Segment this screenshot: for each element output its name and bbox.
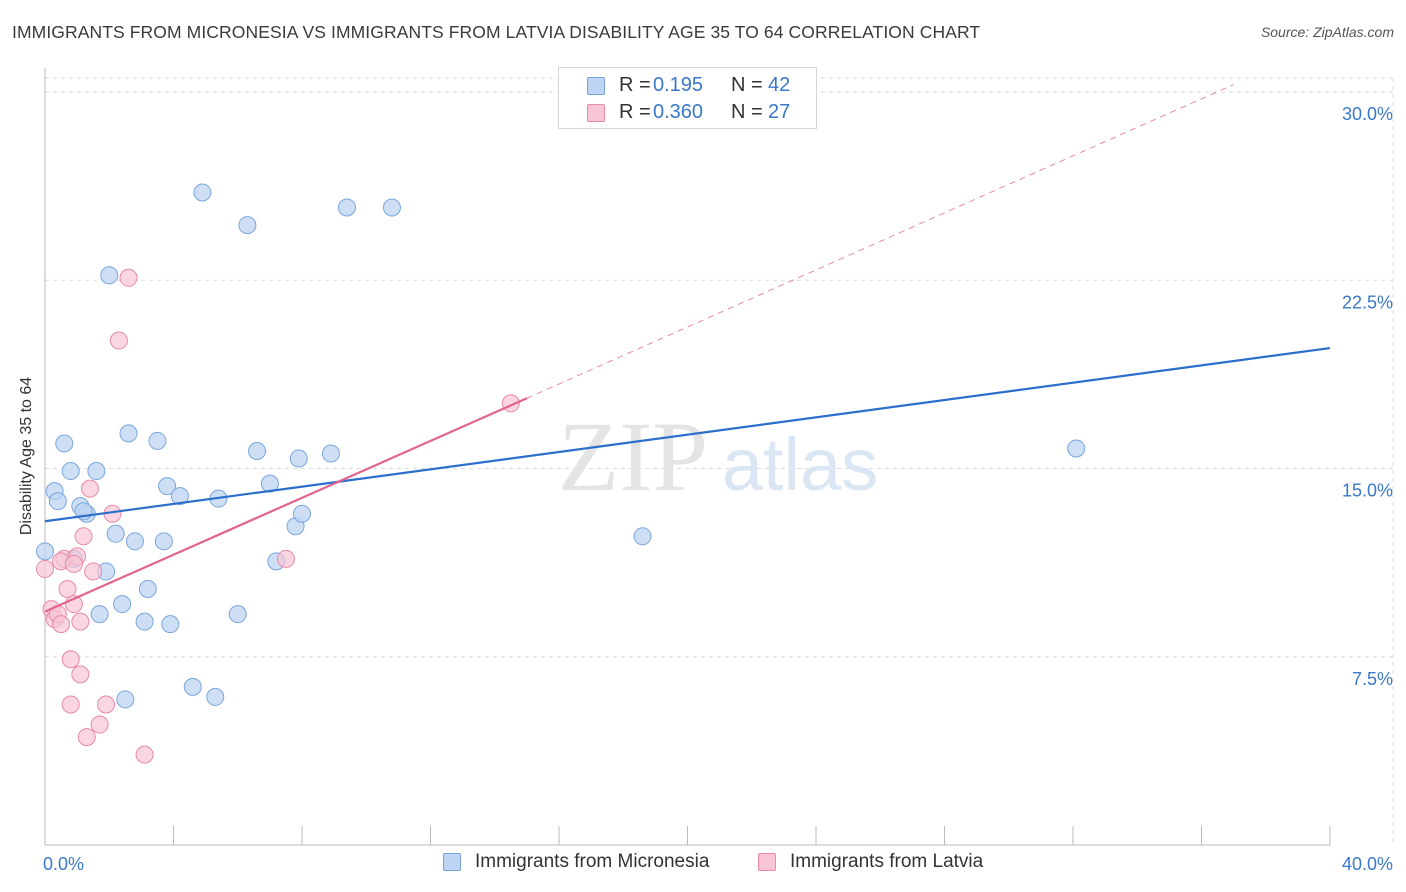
micronesia-point xyxy=(48,492,67,511)
latvia-swatch xyxy=(587,104,605,122)
latvia-point xyxy=(80,479,99,498)
n-value: 27 xyxy=(768,101,791,123)
source-label: Source: ZipAtlas.com xyxy=(1260,24,1394,40)
micronesia-point xyxy=(321,444,340,463)
micronesia-point xyxy=(382,198,401,217)
micronesia-point xyxy=(170,487,189,506)
micronesia-point xyxy=(100,266,119,285)
micronesia-point xyxy=(293,504,311,523)
data-points xyxy=(36,183,1331,764)
micronesia-point xyxy=(154,532,173,551)
y-tick-label: 30.0% xyxy=(1342,104,1393,124)
y-axis-label: Disability Age 35 to 64 xyxy=(18,376,35,536)
r-label: R = xyxy=(619,101,651,123)
grid-lines xyxy=(45,77,1394,845)
legend-label-micronesia: Immigrants from Micronesia xyxy=(475,851,710,872)
watermark-zip: ZIP xyxy=(558,401,708,512)
legend-label-latvia: Immigrants from Latvia xyxy=(790,851,984,872)
correlation-legend: R = 0.195 N = 42 R = 0.360 N = 27 xyxy=(558,67,817,129)
micronesia-point xyxy=(135,612,154,631)
micronesia-point xyxy=(119,424,138,443)
micronesia-point xyxy=(113,595,132,614)
latvia-point xyxy=(109,331,128,350)
r-value: 0.360 xyxy=(653,101,704,123)
micronesia-trend-line xyxy=(44,346,1331,523)
latvia-point xyxy=(74,527,93,546)
micronesia-point xyxy=(36,542,54,561)
micronesia-point xyxy=(238,216,257,235)
latvia-point xyxy=(97,695,116,714)
legend-row-latvia: R = 0.360 N = 27 xyxy=(559,100,816,126)
micronesia-point xyxy=(55,434,74,453)
watermark: ZIP atlas xyxy=(558,401,878,512)
micronesia-point xyxy=(260,474,279,493)
micronesia-point xyxy=(116,690,135,709)
latvia-point xyxy=(61,650,80,669)
latvia-point xyxy=(276,549,295,568)
micronesia-swatch xyxy=(587,77,605,95)
trend-lines xyxy=(526,84,1234,399)
micronesia-point xyxy=(633,527,652,546)
x-tick-label-min: 0.0% xyxy=(43,854,84,874)
micronesia-point xyxy=(106,524,125,543)
micronesia-point xyxy=(125,532,144,551)
micronesia-point xyxy=(158,477,177,496)
latvia-point xyxy=(58,580,77,599)
micronesia-point xyxy=(337,198,356,217)
micronesia-point xyxy=(228,605,247,624)
micronesia-point xyxy=(1067,439,1086,458)
micronesia-point xyxy=(87,462,106,481)
latvia-point xyxy=(135,745,154,764)
latvia-point xyxy=(64,554,83,573)
micronesia-point xyxy=(90,605,109,624)
tick-labels: 7.5% 15.0% 22.5% 30.0% 0.0% 40.0% xyxy=(43,104,1393,874)
micronesia-point xyxy=(193,183,212,202)
y-tick-label: 15.0% xyxy=(1342,481,1393,501)
r-label: R = xyxy=(619,74,651,96)
micronesia-point xyxy=(248,441,267,460)
latvia-point xyxy=(61,695,80,714)
axes xyxy=(44,68,1331,846)
latvia-point xyxy=(84,562,103,581)
micronesia-point xyxy=(138,580,157,599)
series-legend: Immigrants from Micronesia Immigrants fr… xyxy=(0,851,1406,877)
latvia-legend-swatch xyxy=(758,853,776,871)
n-label: N = xyxy=(731,101,763,123)
watermark-atlas: atlas xyxy=(722,423,878,506)
latvia-point xyxy=(71,665,90,684)
micronesia-legend-swatch xyxy=(443,853,461,871)
latvia-point xyxy=(119,268,138,287)
latvia-point xyxy=(77,728,96,747)
micronesia-point xyxy=(289,449,308,468)
latvia-point xyxy=(36,559,54,578)
r-value: 0.195 xyxy=(653,74,704,96)
n-label: N = xyxy=(731,74,763,96)
legend-row-micronesia: R = 0.195 N = 42 xyxy=(559,73,816,99)
micronesia-point xyxy=(61,462,80,481)
micronesia-point xyxy=(161,615,180,634)
micronesia-point xyxy=(148,431,167,450)
chart-title: IMMIGRANTS FROM MICRONESIA VS IMMIGRANTS… xyxy=(12,22,981,42)
latvia-point xyxy=(52,615,71,634)
y-tick-label: 22.5% xyxy=(1342,292,1393,312)
y-tick-label: 7.5% xyxy=(1352,669,1393,689)
latvia-trend-extension xyxy=(526,84,1234,399)
x-tick-label-max: 40.0% xyxy=(1342,854,1393,874)
latvia-trend-line xyxy=(44,397,528,613)
micronesia-point xyxy=(183,677,202,696)
micronesia-point xyxy=(206,687,225,706)
n-value: 42 xyxy=(768,74,791,96)
latvia-point xyxy=(90,715,109,734)
latvia-point xyxy=(71,612,90,631)
